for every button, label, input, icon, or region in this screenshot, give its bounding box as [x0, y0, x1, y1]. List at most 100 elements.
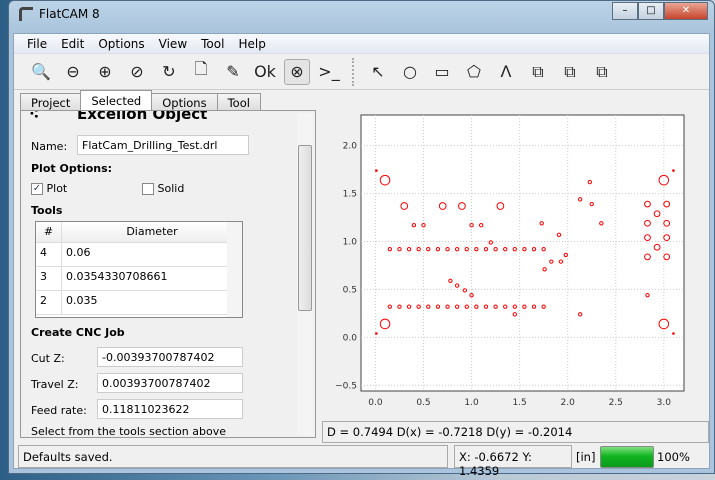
travelz-input[interactable]: 0.00393700787402 — [97, 373, 243, 393]
drill-hole — [496, 202, 505, 210]
plot-area[interactable]: 0.0 0.5 1.0 1.5 2.0 2.5 3.0 −0.5 0.0 0.5 1.0 1.5 2.0 — [322, 110, 709, 418]
drill-hole — [387, 304, 393, 309]
drill-hole — [379, 174, 391, 186]
delete-object-icon[interactable]: ⊗ — [284, 58, 310, 85]
menu-file[interactable]: File — [27, 37, 48, 51]
subtract-icon[interactable]: ⧉ — [596, 61, 608, 81]
drill-hole — [474, 246, 479, 252]
drill-hole — [493, 246, 498, 252]
table-row[interactable]: 2 0.035 — [36, 291, 242, 315]
path-icon[interactable]: Λ — [500, 62, 512, 81]
feedrate-label: Feed rate: — [31, 404, 87, 417]
cursor-coordinates: X: -0.6672 Y: 1.4359 — [454, 445, 572, 478]
rectangle-icon[interactable]: ▭ — [434, 62, 450, 81]
drill-hole — [474, 304, 479, 309]
plot-label: Plot — [46, 182, 68, 195]
circle-icon[interactable]: ○ — [403, 62, 417, 81]
flatcam-logo-icon — [19, 7, 33, 21]
panel-header: Excellon Object — [77, 110, 208, 123]
edit-geometry-icon[interactable]: ✎ — [226, 62, 240, 81]
drill-hole — [493, 304, 498, 309]
drill-hole — [672, 332, 675, 335]
checkbox-icon[interactable]: ✓ — [31, 183, 43, 195]
tab-selected[interactable]: Selected — [80, 90, 153, 112]
plot-canvas[interactable]: 0.0 0.5 1.0 1.5 2.0 2.5 3.0 −0.5 0.0 0.5 1.0 1.5 2.0 — [322, 110, 709, 418]
tab-options[interactable]: Options — [151, 93, 218, 112]
close-button[interactable]: ✕ — [664, 2, 708, 20]
col-header-id[interactable]: # — [36, 222, 62, 242]
select-arrow-icon[interactable]: ↖ — [371, 62, 385, 81]
menu-options[interactable]: Options — [98, 37, 145, 51]
tab-tool[interactable]: Tool — [216, 93, 261, 112]
excellon-icon: ⁖ — [29, 110, 40, 123]
menu-view[interactable]: View — [158, 37, 188, 51]
replot-icon[interactable]: ↻ — [162, 62, 176, 81]
table-row[interactable]: 4 0.06 — [36, 243, 242, 267]
progress-text: 100% — [657, 450, 690, 464]
drill-hole — [375, 332, 378, 335]
clear-plot-icon[interactable]: ⊘ — [130, 62, 144, 81]
new-geometry-icon[interactable]: 🗋 — [194, 59, 208, 78]
zoom-fit-icon[interactable]: 🔍 — [31, 62, 51, 81]
feedrate-input[interactable]: 0.11811023622 — [97, 399, 243, 419]
checkbox-icon[interactable] — [142, 183, 154, 195]
drill-hole — [445, 246, 450, 252]
drill-hole — [406, 246, 412, 252]
tool-diameter: 0.035 — [66, 294, 98, 307]
title-bar: FlatCAM 8 — [19, 7, 100, 21]
panel-scrollbar[interactable] — [297, 113, 313, 435]
tool-diameter: 0.06 — [66, 246, 91, 259]
union-icon[interactable]: ⧉ — [532, 61, 544, 81]
drill-hole — [663, 253, 671, 261]
table-row[interactable]: 3 0.0354330708661 — [36, 267, 242, 291]
drill-hole — [469, 223, 474, 228]
client-area: File Edit Options View Tool Help 🔍 ⊖ ⊕ ⊘ ↻ 🗋 ✎ Ok ⊗ >_… — [13, 33, 710, 478]
solid-checkbox[interactable]: Solid — [142, 182, 184, 195]
menu-tool[interactable]: Tool — [201, 37, 225, 51]
drill-hole — [531, 246, 537, 252]
tool-diameter: 0.0354330708661 — [66, 270, 168, 283]
x-tick-label: 1.0 — [464, 398, 479, 408]
drill-hole — [541, 246, 546, 252]
drill-hole — [645, 292, 650, 298]
drill-hole — [556, 232, 562, 237]
drill-hole — [483, 246, 489, 252]
drill-hole — [522, 304, 527, 309]
drill-hole — [375, 169, 378, 172]
y-tick-label: 0.0 — [343, 333, 358, 343]
drill-hole — [421, 223, 426, 228]
intersection-icon[interactable]: ⧉ — [564, 61, 576, 81]
drill-hole — [438, 202, 447, 210]
hint-text: Select from the tools section above — [31, 425, 226, 438]
travelz-label: Travel Z: — [31, 378, 79, 391]
drill-hole — [644, 234, 651, 242]
scrollbar-thumb[interactable] — [298, 145, 312, 311]
drill-hole — [599, 221, 604, 226]
maximize-button[interactable]: □ — [638, 2, 664, 20]
status-message: Defaults saved. — [18, 445, 448, 468]
cutz-input[interactable]: -0.00393700787402 — [97, 347, 243, 367]
tools-scrollbar[interactable] — [227, 222, 242, 317]
menu-help[interactable]: Help — [238, 37, 266, 51]
drill-hole — [663, 219, 671, 227]
zoom-in-icon[interactable]: ⊕ — [98, 62, 112, 81]
tab-project[interactable]: Project — [20, 93, 82, 112]
drill-hole — [539, 221, 544, 226]
shell-icon[interactable]: >_ — [318, 62, 340, 81]
name-input[interactable]: FlatCam_Drilling_Test.drl — [77, 135, 249, 155]
units-label: [in] — [576, 450, 596, 464]
drill-hole — [483, 304, 489, 309]
menu-edit[interactable]: Edit — [61, 37, 85, 51]
plot-checkbox[interactable]: ✓ Plot — [31, 182, 67, 195]
drill-hole — [542, 267, 547, 272]
toolbar-separator[interactable] — [352, 57, 355, 86]
zoom-out-icon[interactable]: ⊖ — [66, 62, 80, 81]
drill-hole — [503, 246, 508, 252]
drill-hole — [512, 246, 517, 252]
minimize-button[interactable]: – — [612, 2, 638, 20]
drill-hole — [672, 169, 675, 172]
update-geometry-icon[interactable]: Ok — [254, 62, 276, 81]
polygon-icon[interactable]: ⬠ — [467, 62, 481, 81]
col-header-diameter[interactable]: Diameter — [126, 225, 178, 238]
x-tick-label: 1.5 — [512, 398, 526, 408]
